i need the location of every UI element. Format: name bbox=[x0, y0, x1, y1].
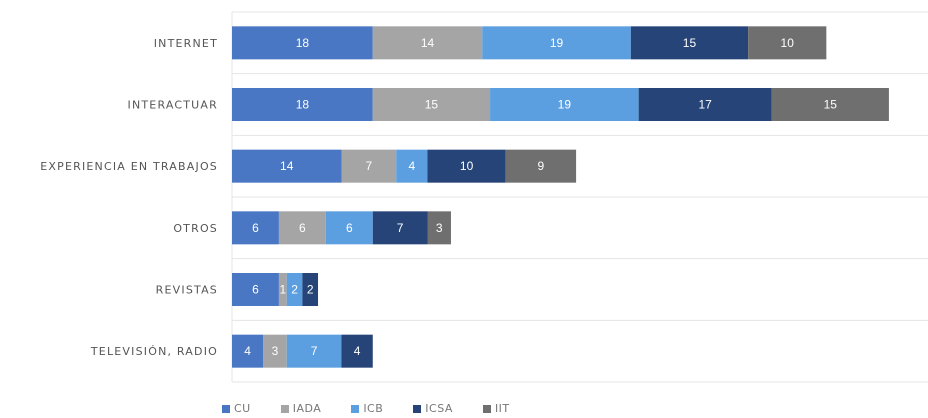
data-label: 14 bbox=[421, 36, 435, 50]
bar-segment-icb bbox=[490, 88, 639, 121]
data-label: 7 bbox=[397, 221, 404, 235]
data-label: 2 bbox=[307, 283, 314, 297]
data-label: 3 bbox=[272, 344, 279, 358]
bar-segment-cu bbox=[232, 273, 279, 306]
data-label: 19 bbox=[550, 36, 564, 50]
category-label: OTROS bbox=[173, 222, 218, 235]
legend-swatch bbox=[413, 404, 422, 413]
bar-segment-iit bbox=[748, 26, 827, 60]
bar-segment-cu bbox=[232, 88, 373, 121]
bar-segment-icsa bbox=[372, 211, 428, 245]
data-label: 15 bbox=[683, 36, 697, 50]
bar-segment-icsa bbox=[638, 88, 772, 121]
category-labels: INTERNET INTERACTUAR EXPERIENCIA EN TRABAJ… bbox=[40, 37, 219, 358]
legend-label: ICSA bbox=[425, 402, 453, 415]
legend-label: IADA bbox=[292, 402, 322, 415]
data-label: 1 bbox=[279, 283, 286, 297]
data-label: 14 bbox=[280, 159, 294, 173]
data-label: 15 bbox=[824, 98, 838, 112]
legend-label: CU bbox=[234, 402, 251, 415]
legend-swatch bbox=[482, 404, 491, 413]
data-label: 7 bbox=[311, 344, 318, 358]
bar-segment-icsa bbox=[341, 334, 373, 368]
bar-segment-iada bbox=[372, 88, 491, 121]
category-label: TELEVISIÓN, RADIO bbox=[90, 345, 218, 358]
data-label: 19 bbox=[558, 98, 572, 112]
gridlines bbox=[231, 11, 928, 383]
bar-segment-icb bbox=[482, 26, 631, 60]
category-label: INTERNET bbox=[154, 37, 218, 50]
bar-segment-icb bbox=[396, 149, 428, 183]
category-label: REVISTAS bbox=[156, 284, 218, 297]
bar-segment-cu bbox=[232, 26, 373, 60]
bar-segment-icb bbox=[325, 211, 373, 245]
category-label: EXPERIENCIA EN TRABAJOS bbox=[40, 160, 218, 173]
bar-segment-icsa bbox=[427, 149, 506, 183]
data-label: 4 bbox=[409, 159, 416, 173]
data-label: 9 bbox=[538, 159, 545, 173]
data-label: 10 bbox=[781, 36, 795, 50]
data-label: 17 bbox=[698, 98, 712, 112]
data-label: 7 bbox=[366, 159, 373, 173]
bar-segment-cu bbox=[232, 211, 279, 245]
legend-item-cu: CU bbox=[222, 402, 251, 415]
bar-segment-icsa bbox=[302, 273, 319, 306]
bar-segment-iit bbox=[427, 211, 451, 245]
legend: CU IADA ICB ICSA IIT bbox=[222, 402, 510, 415]
bar-segment-cu bbox=[232, 334, 264, 368]
bar-segment-icb bbox=[286, 273, 303, 306]
bar-segment-iit bbox=[771, 88, 889, 121]
bar-segment-cu bbox=[232, 149, 342, 183]
bar-segment-icsa bbox=[630, 26, 749, 60]
legend-swatch bbox=[280, 404, 289, 413]
bar-segment-iada bbox=[372, 26, 483, 60]
bar-segment-iada bbox=[341, 149, 397, 183]
data-label: 3 bbox=[436, 221, 443, 235]
bar-segment-iada bbox=[278, 211, 326, 245]
data-label: 10 bbox=[460, 159, 474, 173]
data-label: 4 bbox=[354, 344, 361, 358]
data-label: 6 bbox=[299, 221, 306, 235]
legend-label: ICB bbox=[363, 402, 384, 415]
data-label: 6 bbox=[252, 221, 259, 235]
data-label: 2 bbox=[291, 283, 298, 297]
legend-item-icb: ICB bbox=[351, 402, 383, 415]
category-label: INTERACTUAR bbox=[128, 99, 219, 112]
legend-item-icsa: ICSA bbox=[413, 402, 453, 415]
legend-label: IIT bbox=[494, 402, 510, 415]
data-label: 15 bbox=[425, 98, 439, 112]
bar-segment-iada bbox=[263, 334, 287, 368]
bar-segment-iada bbox=[278, 273, 287, 306]
legend-swatch bbox=[351, 404, 360, 413]
data-label: 6 bbox=[252, 283, 259, 297]
data-label: 18 bbox=[296, 36, 310, 50]
legend-item-iit: IIT bbox=[482, 402, 510, 415]
data-label: 4 bbox=[244, 344, 251, 358]
data-label: 6 bbox=[346, 221, 353, 235]
bar-segment-iit bbox=[505, 149, 577, 183]
legend-item-iada: IADA bbox=[280, 402, 322, 415]
bar-segment-icb bbox=[286, 334, 342, 368]
legend-swatch bbox=[222, 404, 230, 413]
data-label: 18 bbox=[296, 98, 310, 112]
